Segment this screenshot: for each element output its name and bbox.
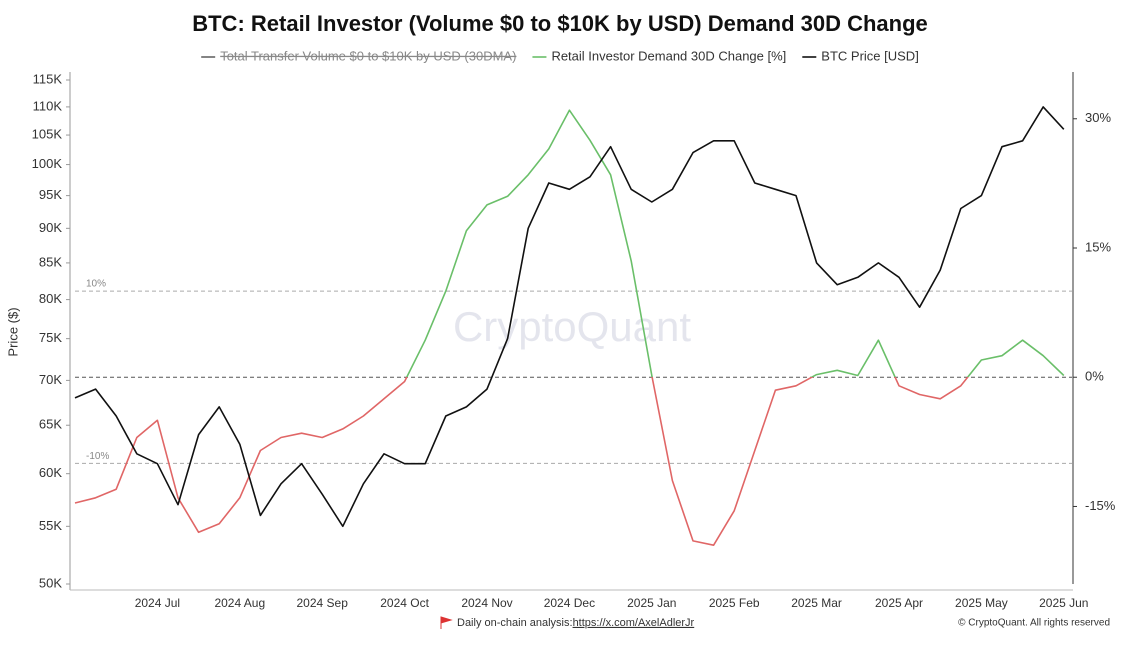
x-tick-label: 2024 Dec [544, 596, 595, 610]
y-tick-label: 65K [39, 417, 62, 432]
reference-label: 10% [86, 279, 106, 290]
y-tick-label: 100K [32, 156, 63, 171]
x-tick-label: 2025 Jun [1039, 596, 1088, 610]
y-tick-label: 70K [39, 372, 62, 387]
x-tick-label: 2024 Nov [461, 596, 512, 610]
legend-label: Total Transfer Volume $0 to $10K by USD … [220, 48, 516, 63]
y-tick-label: 105K [32, 126, 63, 141]
y-tick-label: 115K [33, 71, 63, 86]
flag-icon [440, 616, 453, 629]
chart-title: BTC: Retail Investor (Volume $0 to $10K … [192, 11, 928, 36]
y2-tick-label: -15% [1085, 498, 1116, 513]
reference-label: -10% [86, 451, 109, 462]
y-tick-label: 75K [39, 330, 62, 345]
x-tick-label: 2025 Mar [791, 596, 842, 610]
y-tick-label: 60K [39, 465, 62, 480]
x-tick-label: 2025 Jan [627, 596, 676, 610]
x-tick-label: 2025 Feb [709, 596, 760, 610]
series-line [74, 109, 1065, 546]
y-tick-label: 95K [39, 187, 62, 202]
x-tick-label: 2025 May [955, 596, 1008, 610]
y-tick-label: 85K [39, 254, 62, 269]
x-tick-label: 2024 Jul [135, 596, 180, 610]
y2-tick-label: 15% [1085, 239, 1111, 254]
series-line [74, 106, 1065, 528]
y-tick-label: 50K [39, 575, 62, 590]
x-tick-label: 2025 Apr [875, 596, 923, 610]
legend-label: Retail Investor Demand 30D Change [%] [551, 48, 786, 63]
y2-tick-label: 0% [1085, 369, 1104, 384]
x-tick-label: 2024 Oct [380, 596, 429, 610]
y-axis-label: Price ($) [5, 307, 20, 356]
y2-tick-label: 30% [1085, 110, 1111, 125]
y-tick-label: 110K [33, 98, 63, 113]
x-tick-label: 2024 Sep [297, 596, 349, 610]
legend-label: BTC Price [USD] [821, 48, 919, 63]
y-tick-label: 80K [39, 291, 62, 306]
legend: Total Transfer Volume $0 to $10K by USD … [201, 48, 919, 63]
y-tick-label: 90K [39, 220, 62, 235]
copyright: © CryptoQuant. All rights reserved [958, 618, 1110, 629]
x-tick-label: 2024 Aug [214, 596, 265, 610]
footer-link[interactable]: https://x.com/AxelAdlerJr [573, 617, 695, 629]
y-tick-label: 55K [39, 518, 62, 533]
footer-text: Daily on-chain analysis: [457, 617, 573, 629]
watermark: CryptoQuant [453, 303, 691, 350]
